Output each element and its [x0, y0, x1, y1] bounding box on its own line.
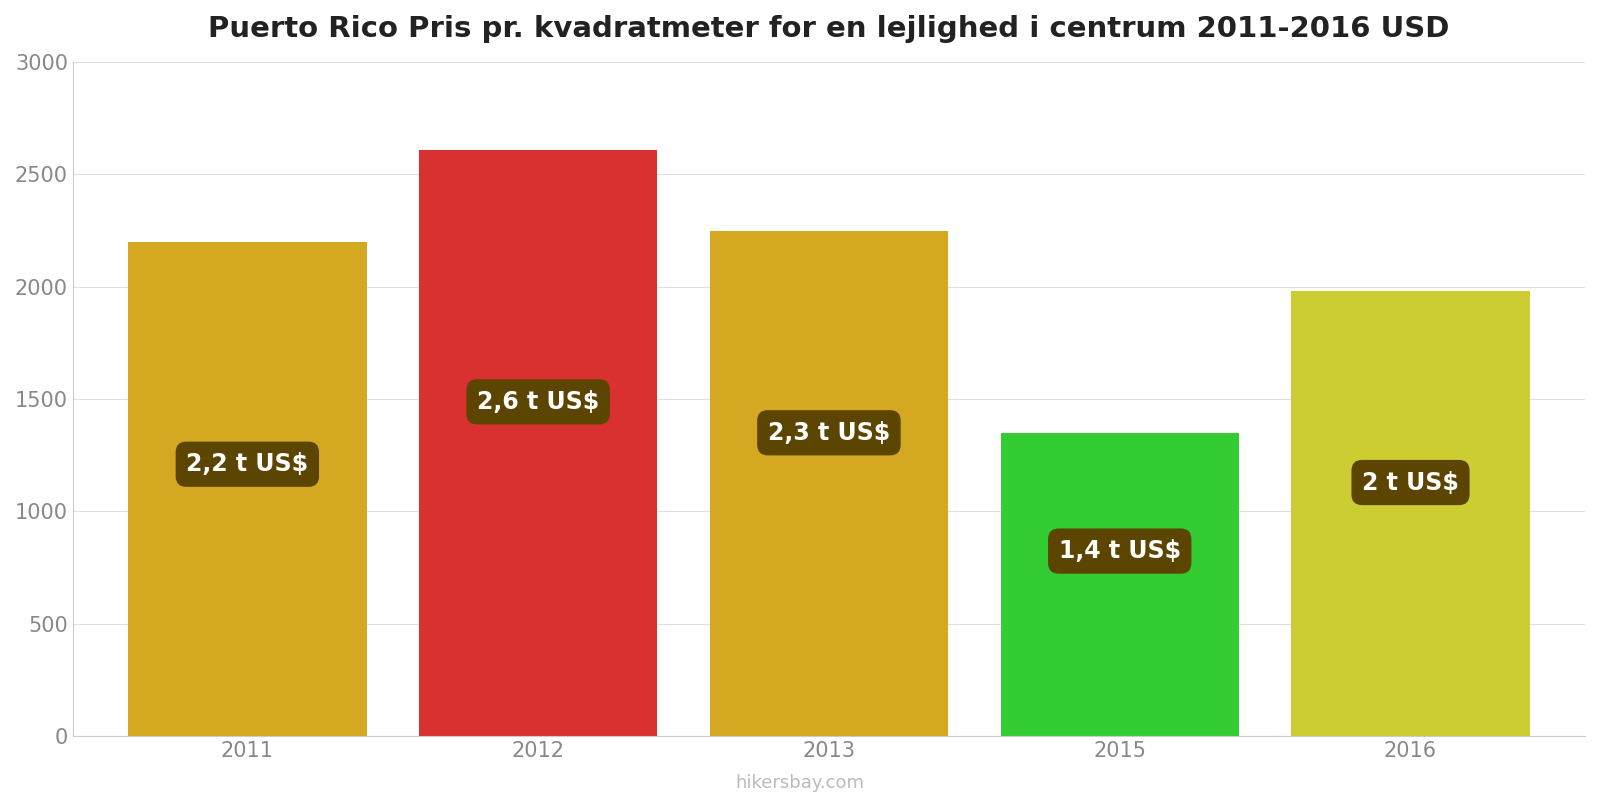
Bar [419, 150, 658, 736]
Text: 1,4 t US$: 1,4 t US$ [1059, 539, 1181, 563]
Text: 2 t US$: 2 t US$ [1362, 470, 1459, 494]
Bar [710, 230, 949, 736]
Text: 2,3 t US$: 2,3 t US$ [768, 421, 890, 445]
Bar [128, 242, 366, 736]
Bar [1000, 433, 1238, 736]
Text: 2,6 t US$: 2,6 t US$ [477, 390, 600, 414]
Title: Puerto Rico Pris pr. kvadratmeter for en lejlighed i centrum 2011-2016 USD: Puerto Rico Pris pr. kvadratmeter for en… [208, 15, 1450, 43]
Text: hikersbay.com: hikersbay.com [736, 774, 864, 792]
Text: 2,2 t US$: 2,2 t US$ [186, 452, 309, 476]
Bar [1291, 291, 1530, 736]
